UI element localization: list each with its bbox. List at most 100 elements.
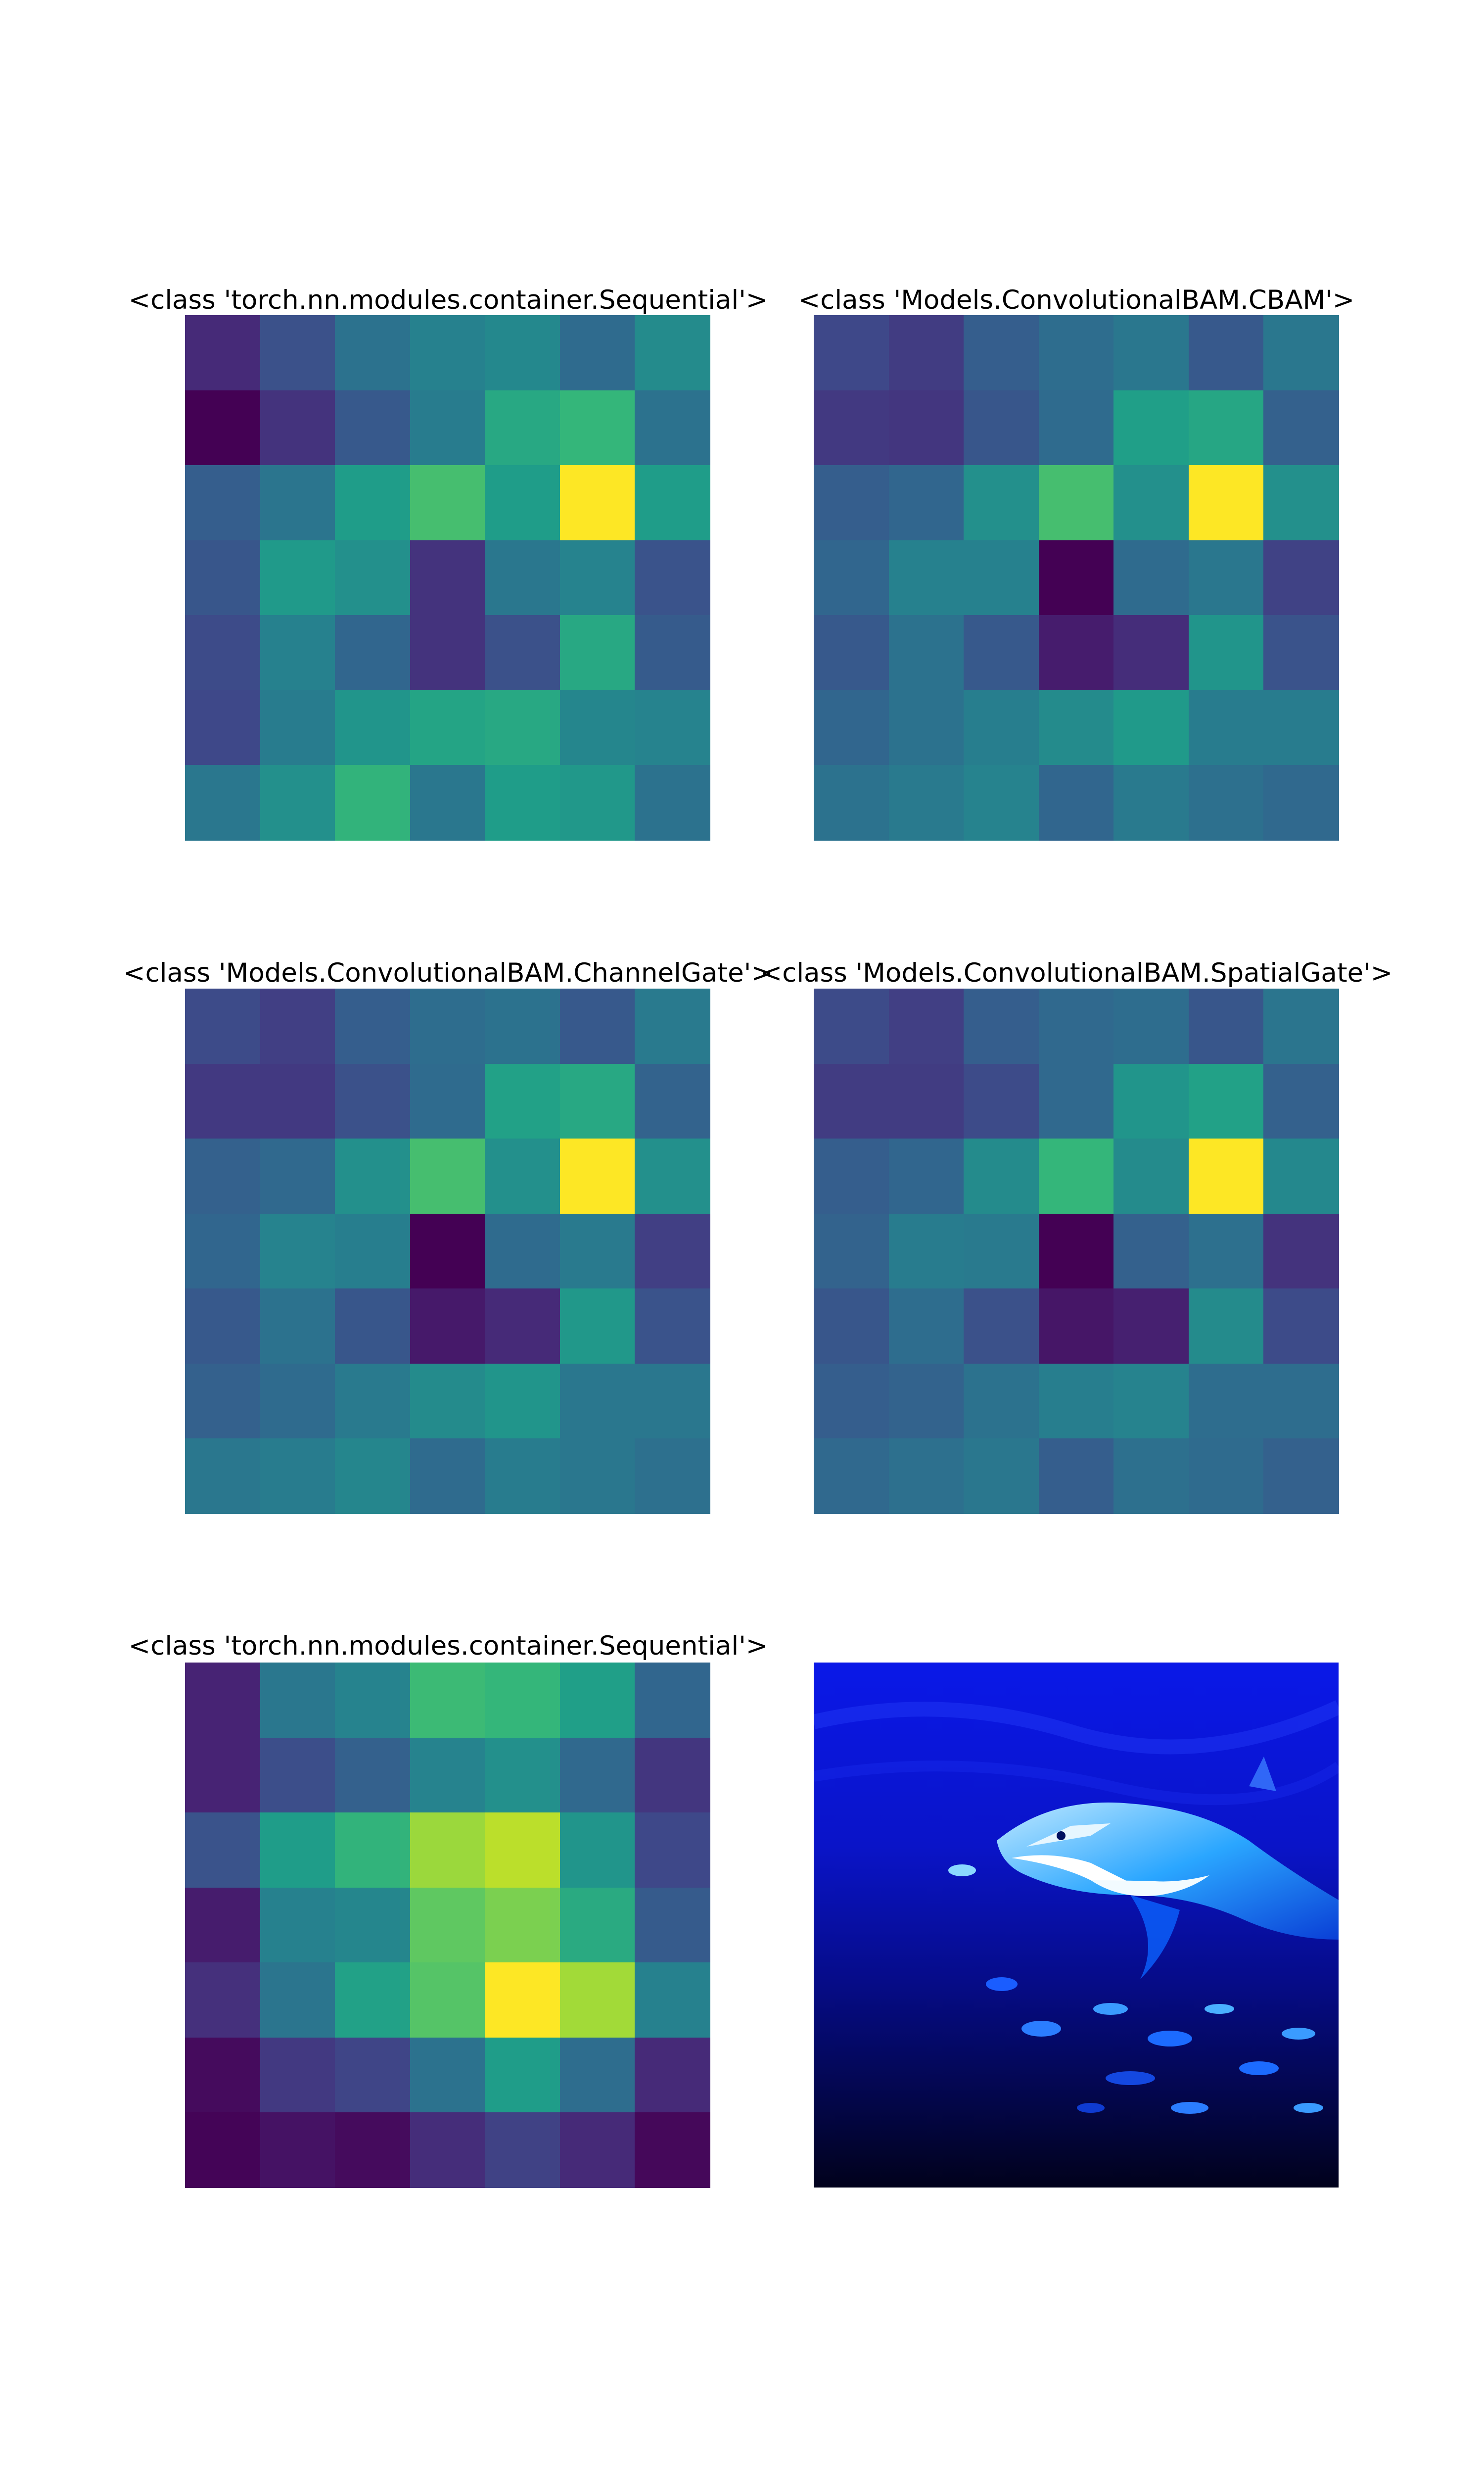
heatmap-cell (1038, 1063, 1114, 1140)
heatmap-cell (888, 540, 965, 616)
heatmap-cell (335, 1063, 411, 1140)
heatmap-cell (185, 1962, 261, 2039)
heatmap-cell (559, 1213, 636, 1289)
heatmap-cell (1188, 615, 1264, 691)
heatmap-cell (485, 1288, 561, 1365)
heatmap-cell (635, 1962, 711, 2039)
heatmap-cell (410, 1213, 486, 1289)
heatmap-cell (964, 1213, 1040, 1289)
heatmap-cell (260, 465, 336, 541)
heatmap-cell (559, 765, 636, 841)
heatmap-cell (1113, 1438, 1190, 1515)
heatmap-cell (335, 1213, 411, 1289)
shark-image (814, 1663, 1339, 2188)
heatmap-cell (635, 1812, 711, 1889)
heatmap-cell (964, 765, 1040, 841)
heatmap-cell (410, 690, 486, 766)
heatmap-cell (335, 1737, 411, 1813)
heatmap-cell (559, 1962, 636, 2039)
heatmap-cell (260, 1288, 336, 1365)
heatmap-cell (485, 1962, 561, 2039)
heatmap-cell (485, 1438, 561, 1515)
heatmap-cell (1263, 1363, 1340, 1439)
heatmap-cell (1188, 1139, 1264, 1215)
heatmap-cell (1038, 1139, 1114, 1215)
heatmap-cell (1263, 1139, 1340, 1215)
heatmap-cell (485, 615, 561, 691)
heatmap-cell (814, 765, 889, 841)
heatmap-cell (814, 465, 889, 541)
heatmap-cell (888, 465, 965, 541)
heatmap-cell (485, 540, 561, 616)
heatmap-cell (888, 765, 965, 841)
heatmap-cell (1113, 989, 1190, 1064)
heatmap-cell (814, 1363, 889, 1439)
heatmap-1 (185, 315, 711, 841)
heatmap-cell (410, 540, 486, 616)
heatmap-cell (635, 315, 711, 391)
heatmap-cell (185, 540, 261, 616)
heatmap-cell (1263, 1213, 1340, 1289)
heatmap-cell (635, 390, 711, 466)
heatmap-cell (185, 615, 261, 691)
heatmap-cell (1188, 540, 1264, 616)
heatmap-cell (485, 1063, 561, 1140)
heatmap-cell (1038, 390, 1114, 466)
heatmap-cell (185, 765, 261, 841)
heatmap-cell (888, 1063, 965, 1140)
heatmap-cell (559, 465, 636, 541)
heatmap-cell (485, 1139, 561, 1215)
heatmap-cell (410, 1438, 486, 1515)
heatmap-cell (1188, 315, 1264, 391)
heatmap-cell (1263, 390, 1340, 466)
heatmap-cell (888, 1213, 965, 1289)
heatmap-cell (1038, 989, 1114, 1064)
heatmap-cell (1113, 615, 1190, 691)
heatmap-cell (410, 2112, 486, 2189)
heatmap-cell (559, 989, 636, 1064)
heatmap-cell (410, 989, 486, 1064)
heatmap-cell (185, 1288, 261, 1365)
heatmap-cell (185, 1737, 261, 1813)
heatmap-cell (410, 1139, 486, 1215)
heatmap-cell (559, 1363, 636, 1439)
heatmap-cell (335, 540, 411, 616)
heatmap-cell (1038, 765, 1114, 841)
heatmap-cell (185, 989, 261, 1064)
heatmap-cell (635, 1063, 711, 1140)
heatmap-cell (964, 1438, 1040, 1515)
heatmap-2 (814, 315, 1340, 841)
heatmap-cell (485, 465, 561, 541)
heatmap-cell (260, 690, 336, 766)
heatmap-cell (814, 1438, 889, 1515)
heatmap-cell (260, 989, 336, 1064)
heatmap-cell (1188, 1213, 1264, 1289)
heatmap-cell (559, 390, 636, 466)
heatmap-cell (814, 615, 889, 691)
heatmap-cell (1188, 989, 1264, 1064)
heatmap-cell (485, 690, 561, 766)
heatmap-cell (635, 989, 711, 1064)
heatmap-cell (335, 1288, 411, 1365)
heatmap-cell (964, 1288, 1040, 1365)
heatmap-cell (185, 390, 261, 466)
heatmap-cell (485, 390, 561, 466)
heatmap-cell (888, 315, 965, 391)
heatmap-title-4: <class 'Models.ConvolutionalBAM.SpatialG… (760, 958, 1393, 988)
heatmap-cell (485, 2112, 561, 2189)
heatmap-cell (964, 1363, 1040, 1439)
heatmap-cell (888, 1438, 965, 1515)
heatmap-cell (1113, 765, 1190, 841)
heatmap-cell (185, 2112, 261, 2189)
heatmap-cell (964, 315, 1040, 391)
heatmap-cell (559, 2112, 636, 2189)
heatmap-cell (335, 1663, 411, 1738)
heatmap-cell (1113, 315, 1190, 391)
heatmap-cell (888, 615, 965, 691)
heatmap-cell (260, 1363, 336, 1439)
heatmap-cell (635, 765, 711, 841)
heatmap-cell (559, 1737, 636, 1813)
heatmap-cell (814, 1139, 889, 1215)
heatmap-cell (335, 465, 411, 541)
heatmap-cell (410, 2037, 486, 2113)
